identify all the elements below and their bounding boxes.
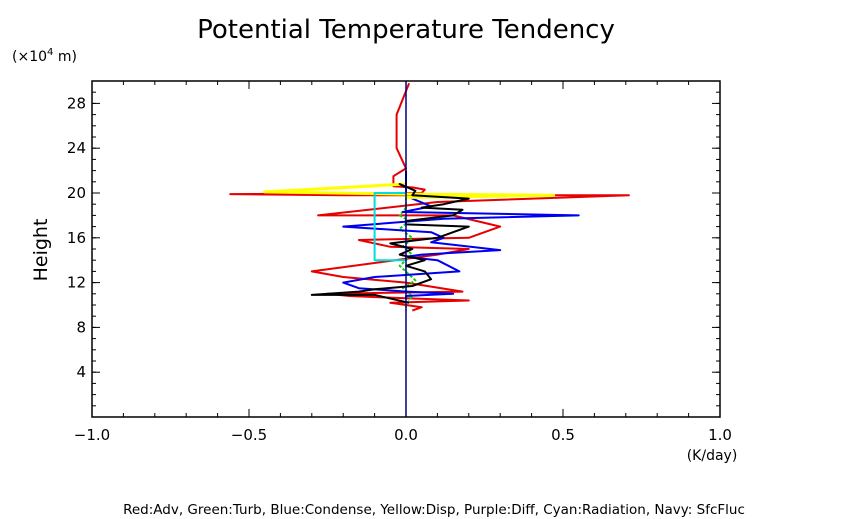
y-axis-label: Height: [30, 219, 52, 282]
y-tick-label: 8: [76, 318, 86, 336]
y-axis-unit: (×104 m): [12, 47, 77, 65]
axis-tick-labels: −1.0 −0.5 0.0 0.5 1.0 4 8 12 16 20 24 28: [67, 94, 732, 444]
series-line-total: [310, 170, 470, 304]
y-axis-unit-exponent: 4: [47, 47, 53, 58]
x-tick-label: −0.5: [231, 426, 267, 444]
y-tick-label: 12: [67, 274, 86, 292]
series-line-radiation: [373, 192, 406, 262]
plot-frame: [91, 80, 721, 418]
y-tick-label: 4: [76, 363, 86, 381]
chart-title: Potential Temperature Tendency: [197, 15, 615, 45]
y-tick-label: 20: [67, 184, 86, 202]
x-axis-unit: (K/day): [687, 448, 738, 464]
footnote-legend: Red:Adv, Green:Turb, Blue:Condense, Yell…: [123, 502, 745, 518]
x-tick-label: 1.0: [708, 426, 732, 444]
x-tick-label: 0.5: [551, 426, 575, 444]
x-tick-label: 0.0: [394, 426, 418, 444]
y-tick-label: 16: [67, 229, 86, 247]
y-tick-label: 24: [67, 139, 86, 157]
x-tick-label: −1.0: [74, 426, 110, 444]
data-series: [229, 81, 630, 417]
y-tick-label: 28: [67, 94, 86, 112]
